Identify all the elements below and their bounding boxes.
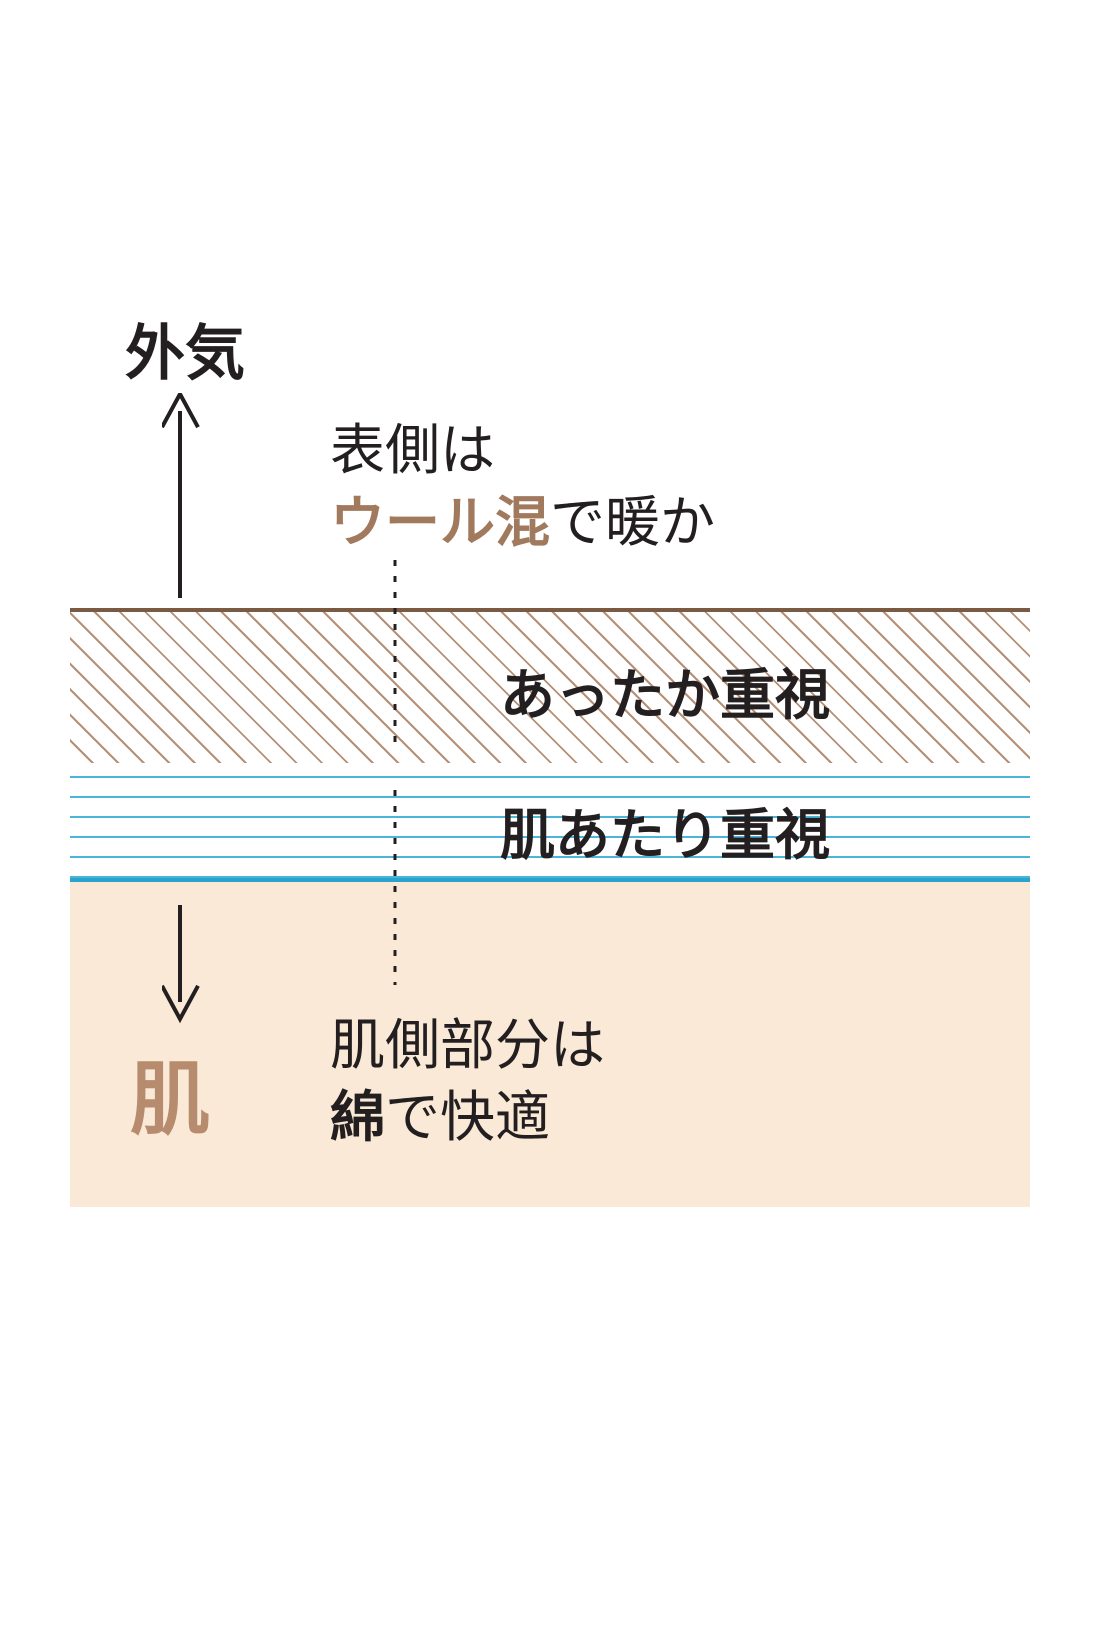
air-label: 外気	[125, 305, 245, 392]
layer-warmth-label: あったか重視	[500, 650, 830, 730]
cotton-emphasis: 綿	[330, 1086, 385, 1148]
arrow-down-icon	[162, 905, 206, 1038]
skin-line2: 綿で快適	[330, 1082, 605, 1154]
dashed-leader-top-icon	[393, 560, 397, 745]
arrow-up-icon	[162, 393, 206, 616]
skin-kanji-label: 肌	[130, 1035, 210, 1151]
outer-description: 表側は ウール混で暖か	[330, 415, 715, 558]
diagram-canvas: 外気 表側は ウール混で暖か あったか重視 肌あたり重視 肌 肌側部分は 綿で快…	[0, 0, 1100, 1650]
outer-line2-rest: で暖か	[550, 491, 715, 553]
skin-description: 肌側部分は 綿で快適	[330, 1010, 605, 1153]
dashed-leader-bottom-icon	[393, 790, 397, 985]
skin-line1: 肌側部分は	[330, 1010, 605, 1082]
wool-blend-emphasis: ウール混	[330, 491, 550, 553]
outer-line2: ウール混で暖か	[330, 487, 715, 559]
layer-skinfeel-label: 肌あたり重視	[500, 790, 830, 870]
skin-line2-rest: で快適	[385, 1086, 550, 1148]
outer-line1: 表側は	[330, 415, 715, 487]
